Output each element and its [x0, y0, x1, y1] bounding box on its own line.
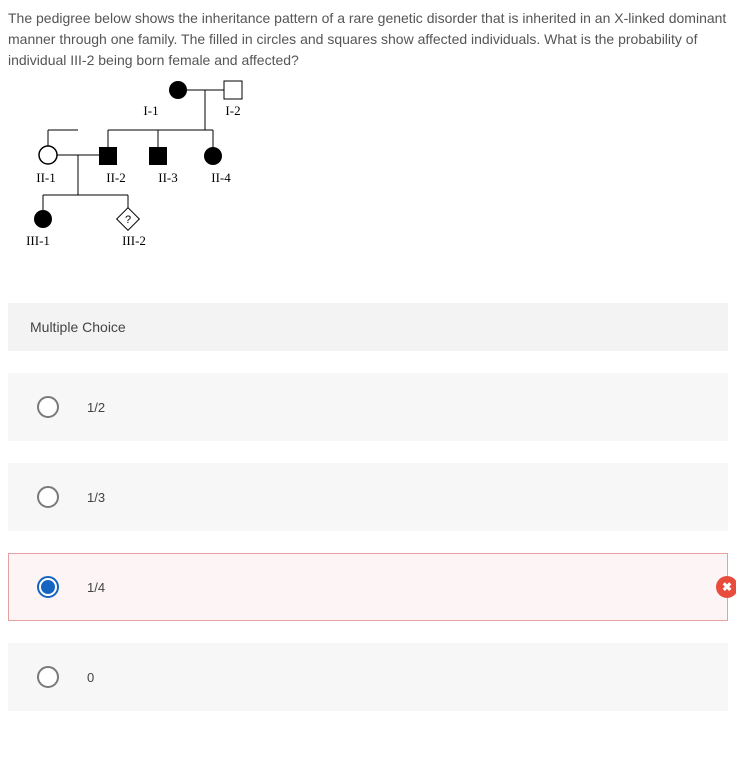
label-iii2: III-2	[122, 233, 146, 249]
radio-icon[interactable]	[37, 396, 59, 418]
label-iii1: III-1	[26, 233, 50, 249]
choice-2[interactable]: 1/4 ✖	[8, 553, 728, 621]
choice-label: 1/4	[87, 580, 105, 595]
choice-0[interactable]: 1/2	[8, 373, 728, 441]
label-i1: I-1	[143, 103, 158, 119]
radio-icon[interactable]	[37, 486, 59, 508]
pedigree-diagram: ? I-1 I-2 II-1 II-2 II-3 II-4 III-1 III-…	[8, 75, 288, 275]
label-i2: I-2	[225, 103, 240, 119]
wrong-icon: ✖	[716, 576, 736, 598]
mc-header: Multiple Choice	[8, 303, 728, 351]
choice-label: 1/2	[87, 400, 105, 415]
choice-3[interactable]: 0	[8, 643, 728, 711]
choice-1[interactable]: 1/3	[8, 463, 728, 531]
label-ii2: II-2	[106, 170, 126, 186]
label-ii3: II-3	[158, 170, 178, 186]
question-text: The pedigree below shows the inheritance…	[8, 8, 728, 71]
label-ii4: II-4	[211, 170, 231, 186]
choice-label: 1/3	[87, 490, 105, 505]
svg-text:?: ?	[125, 214, 131, 226]
label-ii1: II-1	[36, 170, 56, 186]
radio-icon[interactable]	[37, 666, 59, 688]
choice-label: 0	[87, 670, 94, 685]
radio-icon[interactable]	[37, 576, 59, 598]
